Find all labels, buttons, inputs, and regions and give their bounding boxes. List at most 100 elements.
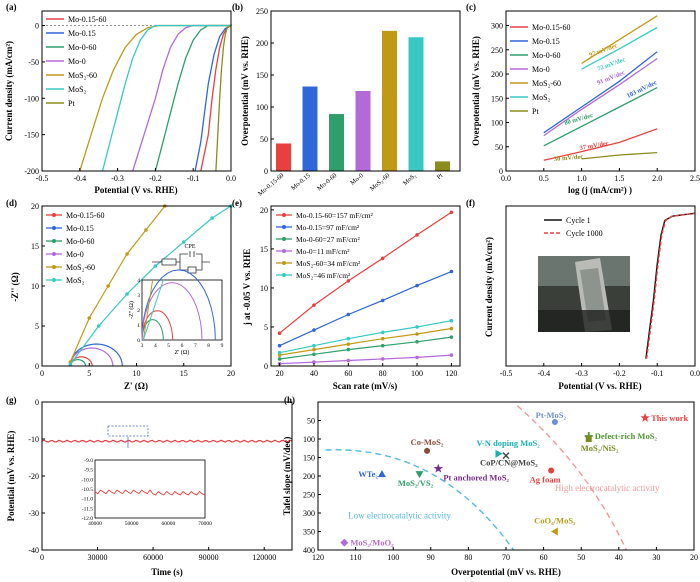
panel-c-legend-label: MoS₂ [532, 93, 551, 102]
panel-h-ytick-label: 50 [307, 417, 315, 426]
panel-a-legend-label: Pt [68, 99, 75, 108]
panel-f-plot-frame [505, 205, 696, 367]
panel-c-xtick-label: 0.5 [539, 174, 549, 183]
panel-e-point [415, 325, 419, 329]
panel-c-ylabel: Overpotential (mV vs. RHE) [471, 36, 481, 146]
panel-g-inset-frame [94, 459, 206, 519]
panel-a: 0 -50 -100 -150 -200-0.5 -0.4 -0.3 -0.2 -0.1 0.0 (… [4, 2, 236, 195]
panel-d-xtick-label: 15 [180, 369, 188, 378]
panel-e-point [380, 330, 385, 335]
panel-e-point [415, 283, 419, 288]
panel-e-series [279, 327, 452, 356]
panel-a-xtick-label: -0.5 [36, 174, 49, 183]
panel-c-ytick-label: 200 [491, 70, 503, 79]
panel-h-point-label: V-N doping MoS₂ [476, 438, 540, 448]
panel-d-legend-marker [52, 226, 56, 230]
panel-d-legend-label: Mo-0 [66, 250, 84, 259]
panel-c-xtick-label: 0.0 [501, 174, 511, 183]
panel-d-point [153, 264, 158, 268]
panel-h-point-label: This work [651, 413, 688, 423]
panel-d-equivalent-circuit [152, 251, 210, 274]
panel-h-point-label: MoS₂/MoO₂ [350, 538, 394, 548]
panel-d-legend-label: Mo-0-60 [66, 237, 94, 246]
panel-c-legend-label: Mo-0 [532, 65, 550, 74]
panel-h-xtick-label: 40 [615, 553, 623, 562]
panel-h-ytick-label: 150 [303, 454, 315, 463]
panel-d-inset-arc [141, 319, 164, 341]
panel-d-inset-ytick: 1 [137, 323, 140, 329]
panel-e-ytick-label: 5 [264, 323, 268, 332]
panel-h-ytick-label: 350 [303, 528, 315, 537]
panel-h: Low electrocatalytic activity High electr… [282, 395, 698, 577]
panel-f-xtick-label: -0.5 [500, 369, 513, 378]
panel-g-ytick-label: -40 [28, 546, 39, 555]
panel-d-line-MoS2-60 [69, 205, 166, 363]
panel-h-marker-Ag foam [548, 467, 555, 474]
panel-h-xtick-label: 120 [312, 553, 324, 562]
panel-h-xtick-label: 90 [427, 553, 435, 562]
panel-g-zoom-box [107, 425, 149, 437]
panel-h-ylabel: Tafel slope (mV/dec) [282, 437, 292, 516]
panel-e-point [449, 335, 454, 339]
panel-e-xtick-label: 40 [310, 369, 318, 378]
panel-h-xtick-label: 50 [577, 553, 585, 562]
panel-e-xlabel: Scan rate (mV/s) [333, 381, 398, 391]
panel-a-ytick-label: -150 [24, 131, 39, 140]
panel-h-ytick-label: 400 [303, 546, 315, 555]
panel-d-inset-arc [141, 269, 216, 341]
panel-d-label: (d) [6, 198, 17, 208]
panel-b-ylabel: Overpotential (mV vs. RHE) [240, 36, 250, 146]
panel-d-legend-label: Mo-0.15 [66, 224, 94, 233]
panel-d-legend-label: MoS₂-60 [66, 263, 95, 272]
panel-g-xtick-label: 0 [40, 553, 44, 562]
panel-a-label: (a) [6, 2, 17, 12]
panel-g-series [41, 439, 293, 443]
panel-h-ytick-label: 250 [303, 491, 315, 500]
panel-a-ytick-label: -100 [24, 94, 39, 103]
panel-e-point [449, 318, 454, 323]
panel-f-legend-label: Cycle 1000 [566, 229, 603, 238]
panel-d-legend-marker [52, 252, 56, 256]
panel-d-point [181, 240, 186, 244]
panel-e-legend-label: Mo-0=11 mF/cm² [296, 247, 350, 256]
panel-c-legend-label: MoS₂-60 [532, 79, 561, 88]
panel-c-series-Mo-0.15 [543, 51, 658, 134]
panel-h-marker-Pt-MoS₂ [551, 418, 558, 425]
panel-g-inset-series [94, 489, 206, 496]
panel-d-ytick-label: 20 [31, 202, 39, 211]
panel-h-point-label: MoS₂/VS₂ [398, 478, 434, 488]
panel-d-xtick-label: 5 [87, 369, 91, 378]
panel-h-marker-MoS₂/MoO₂ [340, 538, 349, 547]
panel-e-xtick-label: 60 [344, 369, 352, 378]
panel-c-xtick-label: 2.5 [690, 174, 700, 183]
panel-g-ytick-label: -10 [28, 435, 39, 444]
panel-a-series-MoS2 [101, 24, 232, 172]
panel-g-label: (g) [6, 395, 17, 405]
panel-h-high-boundary [516, 405, 627, 551]
panel-e-legend-label: Mo-0.15=97 mF/cm² [296, 223, 360, 232]
panel-e-legend-marker [282, 261, 286, 265]
panel-e-point [312, 328, 316, 332]
panel-e-series [279, 336, 452, 360]
panel-h-xtick-label: 70 [502, 553, 510, 562]
panel-e-ytick-label: 15 [260, 245, 268, 254]
panel-e-point [380, 343, 385, 348]
panel-e-xtick-label: 100 [411, 369, 423, 378]
panel-e-xtick-label: 80 [379, 369, 387, 378]
panel-f-series [645, 212, 696, 359]
panel-b-ytick-label: 150 [256, 71, 268, 80]
panel-h-label: (h) [284, 395, 295, 405]
panel-a-ytick-label: -50 [28, 58, 39, 67]
panel-e-point [415, 340, 419, 344]
panel-a-series-Mo-0 [132, 24, 232, 172]
panel-g-ylabel: Potential (mV vs. RHE) [6, 431, 16, 522]
panel-d-inset-arc [141, 282, 203, 341]
panel-f-xtick-label: -0.2 [613, 369, 626, 378]
panel-a-series-Pt [215, 24, 232, 172]
panel-d-inset-xtick: 6 [181, 343, 184, 349]
panel-e-point [312, 343, 316, 348]
panel-a-xtick-label: -0.2 [149, 174, 162, 183]
panel-h-low-boundary [325, 449, 515, 551]
